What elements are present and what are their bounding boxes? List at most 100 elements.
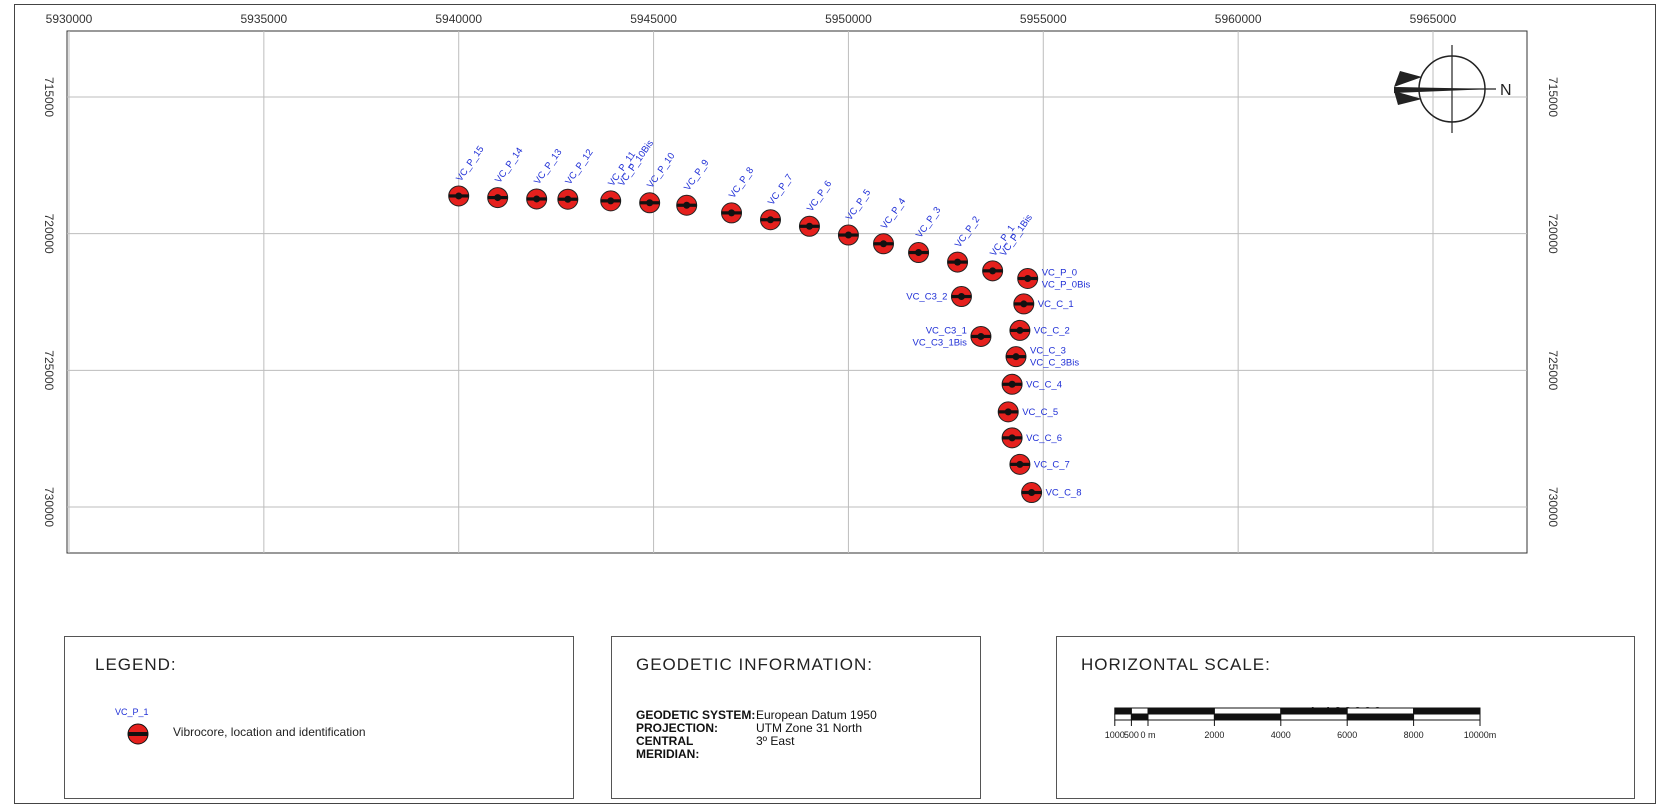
y-tick-label-right: 725000 bbox=[1546, 350, 1560, 390]
scale-tick-label: 0 m bbox=[1140, 730, 1155, 740]
north-arrow-label: N bbox=[1500, 82, 1512, 99]
x-tick-label: 5965000 bbox=[1410, 12, 1457, 26]
vibrocore-point: VC_C3_2 bbox=[906, 286, 972, 308]
scale-tick-label: 4000 bbox=[1271, 730, 1291, 740]
point-label: VC_P_6 bbox=[805, 179, 834, 214]
point-label: VC_C3_2 bbox=[906, 292, 947, 303]
point-label: VC_C_3Bis bbox=[1030, 358, 1079, 369]
legend-sample-label: VC_P_1 bbox=[115, 707, 149, 717]
marker-center bbox=[728, 209, 736, 217]
marker-center bbox=[494, 194, 502, 202]
vibrocore-point: VC_P_6 bbox=[798, 179, 834, 237]
point-label: VC_P_3 bbox=[914, 205, 943, 240]
scale-bar-segments bbox=[1114, 707, 1481, 726]
scale-segment-top bbox=[1130, 707, 1149, 715]
point-label: VC_C_3 bbox=[1030, 346, 1066, 357]
geodetic-table: GEODETIC SYSTEM: European Datum 1950 PRO… bbox=[636, 709, 877, 761]
y-tick-label-right: 715000 bbox=[1546, 77, 1560, 117]
marker-center bbox=[607, 197, 615, 205]
scale-segment-top bbox=[1413, 707, 1481, 715]
marker-center bbox=[1020, 300, 1028, 308]
vibrocore-point: VC_C3_1VC_C3_1Bis bbox=[913, 325, 992, 348]
scale-segment-top bbox=[1280, 707, 1348, 715]
scale-segment-top bbox=[1147, 707, 1215, 715]
geodetic-row: GEODETIC SYSTEM: European Datum 1950 bbox=[636, 709, 877, 722]
x-tick-label: 5960000 bbox=[1215, 12, 1262, 26]
point-label: VC_P_14 bbox=[493, 146, 525, 186]
vibrocore-point: VC_P_7 bbox=[759, 172, 795, 231]
point-label: VC_C_4 bbox=[1026, 379, 1062, 390]
geodetic-value: European Datum 1950 bbox=[756, 708, 877, 722]
legend-description: Vibrocore, location and identification bbox=[173, 725, 366, 739]
point-label: VC_C_8 bbox=[1046, 488, 1082, 499]
y-tick-label-left: 725000 bbox=[42, 350, 56, 390]
y-tick-label-right: 720000 bbox=[1546, 214, 1560, 254]
x-tick-label: 5955000 bbox=[1020, 12, 1067, 26]
x-tick-label: 5930000 bbox=[46, 12, 93, 26]
geodetic-row: CENTRAL MERIDIAN: 3º East bbox=[636, 735, 877, 761]
vibrocore-point: VC_P_10 bbox=[639, 151, 677, 214]
point-label: VC_P_4 bbox=[879, 196, 908, 231]
marker-center bbox=[844, 231, 852, 239]
marker-center bbox=[1024, 274, 1032, 282]
scale-segment-bottom bbox=[1130, 713, 1149, 721]
vibrocore-point: VC_C_8 bbox=[1021, 482, 1082, 504]
x-tick-label: 5935000 bbox=[240, 12, 287, 26]
y-tick-label-left: 720000 bbox=[42, 214, 56, 254]
point-label: VC_P_2 bbox=[953, 215, 982, 250]
point-label: VC_P_9 bbox=[682, 158, 711, 193]
scale-tick-label: 8000 bbox=[1404, 730, 1424, 740]
point-label: VC_C_5 bbox=[1022, 407, 1058, 418]
vibrocore-point: VC_P_5 bbox=[837, 187, 873, 246]
point-label: VC_P_10 bbox=[645, 151, 677, 191]
scale-tick-label: 500 bbox=[1124, 730, 1139, 740]
geodetic-panel: GEODETIC INFORMATION: GEODETIC SYSTEM: E… bbox=[611, 636, 981, 799]
map-inner-border bbox=[66, 30, 1528, 554]
marker-center bbox=[915, 249, 923, 257]
point-label: VC_P_0 bbox=[1042, 267, 1077, 278]
vibrocore-marker-icon bbox=[127, 723, 149, 745]
marker-center bbox=[1016, 460, 1024, 468]
y-tick-label-left: 730000 bbox=[42, 487, 56, 527]
scale-segment-bottom bbox=[1213, 713, 1282, 721]
x-tick-label: 5945000 bbox=[630, 12, 677, 26]
vibrocore-point: VC_C_6 bbox=[1001, 427, 1062, 449]
marker-center bbox=[805, 222, 813, 230]
vibrocore-point: VC_P_15 bbox=[448, 144, 487, 207]
scale-segment-bottom bbox=[1147, 713, 1215, 721]
vibrocore-point: VC_P_14 bbox=[487, 146, 525, 209]
y-tick-label-left: 715000 bbox=[42, 77, 56, 117]
scale-tick-labels: 1000 500 0 m 2000 4000 6000 8000 10000m bbox=[1105, 730, 1496, 740]
marker-center bbox=[977, 332, 985, 340]
scale-segment-bottom bbox=[1280, 713, 1348, 721]
marker-center bbox=[989, 267, 997, 275]
vibrocore-point: VC_C_1 bbox=[1013, 293, 1074, 315]
marker-center bbox=[1008, 434, 1016, 442]
coordinate-ticks: 5930000 5935000 5940000 5945000 5950000 59550… bbox=[42, 12, 1560, 527]
point-label: VC_P_13 bbox=[532, 147, 564, 187]
geodetic-key: GEODETIC SYSTEM: bbox=[636, 708, 756, 722]
marker-center bbox=[455, 192, 463, 200]
map-canvas: 5930000 5935000 5940000 5945000 5950000 59550… bbox=[42, 12, 1560, 554]
vibrocore-point: VC_P_2 bbox=[947, 215, 982, 273]
y-tick-label-right: 730000 bbox=[1546, 487, 1560, 527]
scale-segment-bottom bbox=[1413, 713, 1481, 721]
scale-title: HORIZONTAL SCALE: bbox=[1081, 655, 1271, 674]
vibrocore-point: VC_C_5 bbox=[997, 401, 1058, 423]
scale-tick-label: 10000m bbox=[1464, 730, 1497, 740]
vibrocore-point: VC_C_3VC_C_3Bis bbox=[1005, 346, 1079, 369]
scale-segment-top bbox=[1346, 707, 1415, 715]
north-arrow-icon: N bbox=[1394, 45, 1512, 133]
geodetic-value: 3º East bbox=[756, 734, 795, 748]
vibrocore-point: VC_P_9 bbox=[676, 158, 711, 216]
geodetic-value: UTM Zone 31 North bbox=[756, 721, 863, 735]
marker-center bbox=[533, 195, 541, 203]
legend-panel: LEGEND: VC_P_1 Vibrocore, location and i… bbox=[64, 636, 574, 799]
scale-segment-bottom bbox=[1346, 713, 1415, 721]
scale-tick-label: 1000 bbox=[1105, 730, 1125, 740]
marker-center bbox=[957, 293, 965, 301]
marker-center bbox=[1008, 380, 1016, 388]
point-label: VC_C_2 bbox=[1034, 325, 1070, 336]
scale-segment-top bbox=[1213, 707, 1282, 715]
